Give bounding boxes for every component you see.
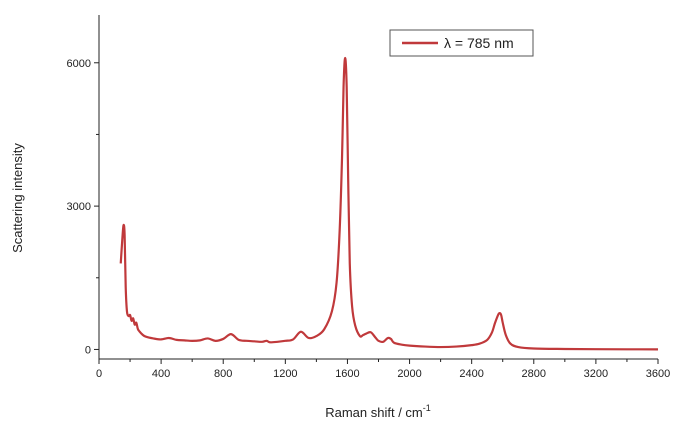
x-tick-label: 2400 <box>459 368 483 380</box>
x-tick-label: 400 <box>152 368 170 380</box>
x-axis: 0 400 800 1200 1600 2000 2400 2800 3200 3600 <box>96 358 670 380</box>
x-tick-label: 800 <box>214 368 232 380</box>
x-axis-title: Raman shift / cm-1 <box>325 403 431 420</box>
y-axis: 0 3000 6000 <box>67 15 100 359</box>
plot-area <box>119 56 659 351</box>
series-line <box>119 56 659 351</box>
y-tick-label: 6000 <box>67 58 91 70</box>
y-tick-label: 0 <box>85 344 91 356</box>
x-tick-label: 2800 <box>522 368 546 380</box>
x-axis-title-main: Raman shift / cm <box>325 405 423 420</box>
legend-label: λ = 785 nm <box>444 35 514 51</box>
x-tick-label: 3200 <box>584 368 608 380</box>
x-axis-title-superscript: -1 <box>423 403 431 413</box>
x-tick-label: 3600 <box>646 368 670 380</box>
x-tick-label: 0 <box>96 368 102 380</box>
x-tick-label: 1600 <box>335 368 359 380</box>
x-tick-label: 1200 <box>273 368 297 380</box>
y-tick-label: 3000 <box>67 201 91 213</box>
legend: λ = 785 nm <box>389 29 534 57</box>
y-axis-title: Scattering intensity <box>10 143 25 253</box>
x-tick-label: 2000 <box>397 368 421 380</box>
